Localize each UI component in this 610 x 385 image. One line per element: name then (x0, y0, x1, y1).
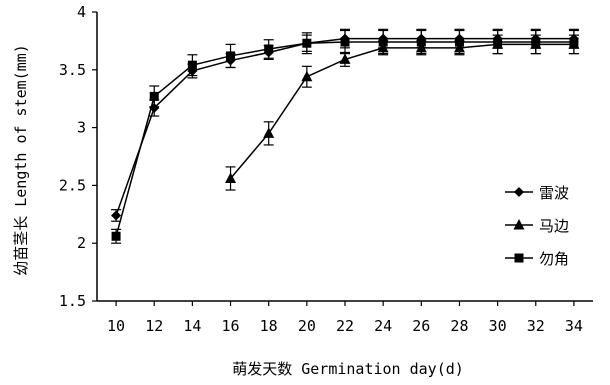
x-tick-label: 20 (298, 317, 316, 335)
series-layer (111, 28, 580, 244)
series-line (115, 41, 574, 237)
triangle-marker (263, 127, 275, 138)
x-tick-label: 18 (260, 317, 278, 335)
x-tick-label: 22 (336, 317, 354, 335)
legend-item: 雷波 (505, 184, 569, 202)
diamond-marker (111, 210, 122, 221)
square-marker (340, 37, 350, 47)
diamond-marker (514, 187, 524, 197)
x-axis-ticks: 10 12 14 16 18 20 22 24 26 28 30 32 34 (107, 301, 583, 335)
series-3 (111, 29, 579, 244)
x-tick-label: 24 (374, 317, 392, 335)
y-axis-ticks: 1.5 2 2.5 3 3.5 4 (59, 3, 97, 310)
square-marker (514, 253, 524, 263)
series-line (229, 43, 574, 179)
legend-label: 雷波 (539, 184, 569, 202)
square-marker (531, 37, 541, 47)
y-tick-label: 2 (77, 234, 86, 252)
y-tick-label: 3 (77, 119, 86, 137)
legend-item: 马边 (505, 217, 569, 235)
square-marker (187, 60, 197, 70)
x-tick-label: 14 (183, 317, 201, 335)
square-marker (226, 51, 236, 61)
x-tick-label: 26 (412, 317, 430, 335)
x-tick-label: 12 (145, 317, 163, 335)
triangle-marker (301, 70, 313, 82)
square-marker (378, 37, 388, 47)
legend-label: 马边 (539, 217, 569, 235)
y-tick-label: 3.5 (59, 61, 86, 79)
x-tick-label: 10 (107, 317, 125, 335)
y-tick-label: 1.5 (59, 292, 86, 310)
x-tick-label: 16 (222, 317, 240, 335)
x-tick-label: 32 (527, 317, 545, 335)
y-axis-label: 幼苗茎长 Length of stem(mm) (12, 44, 30, 276)
square-marker (111, 231, 121, 241)
legend-item: 勿角 (505, 250, 569, 268)
x-tick-label: 28 (450, 317, 468, 335)
square-marker (416, 37, 426, 47)
square-marker (302, 38, 312, 48)
y-tick-label: 2.5 (59, 176, 86, 194)
triangle-marker (225, 172, 237, 183)
square-marker (149, 91, 159, 101)
triangle-marker (513, 219, 525, 230)
x-axis-label: 萌发天数 Germination day(d) (232, 360, 464, 378)
y-tick-label: 4 (77, 3, 86, 21)
square-marker (493, 37, 503, 47)
legend-label: 勿角 (539, 250, 569, 268)
square-marker (264, 44, 274, 54)
x-tick-label: 34 (565, 317, 583, 335)
series-2 (225, 34, 580, 191)
square-marker (569, 37, 579, 47)
square-marker (454, 37, 464, 47)
triangle-marker (339, 53, 351, 64)
x-tick-label: 30 (489, 317, 507, 335)
